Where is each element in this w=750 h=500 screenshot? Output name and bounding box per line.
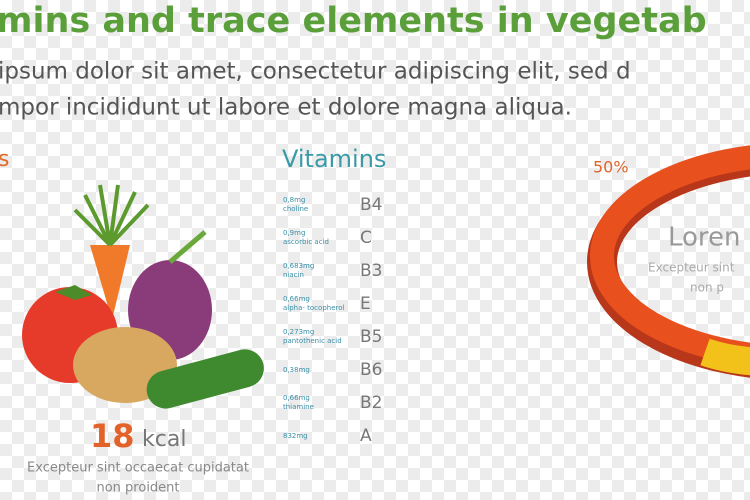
vitamin-letter: C (360, 228, 372, 248)
vitamins-heading: Vitamins (282, 145, 386, 173)
percent: 50% (593, 158, 629, 177)
subtitle: ipsum dolor sit amet, consectetur adipis… (0, 59, 631, 85)
title: mins and trace elements in vegetab (0, 1, 707, 41)
vitamin-name: ascorbic acid (283, 238, 329, 246)
vitamin-name: thiamine (283, 403, 314, 411)
vitamin-name: choline (283, 205, 308, 213)
vitamin-letter: B2 (360, 393, 382, 413)
vitamin-name: alpha- tocopherol (283, 304, 345, 312)
vitamin-letter: E (360, 294, 371, 314)
vitamin-amount: 0,273mg (283, 328, 314, 336)
vitamin-amount: 0,683mg (283, 262, 314, 270)
vitamin-letter: B5 (360, 327, 382, 347)
ring-caption: non p (690, 281, 724, 295)
vitamin-name: niacin (283, 271, 304, 279)
vitamin-letter: B6 (360, 360, 382, 380)
caption: Excepteur sint occaecat cupidatat (27, 461, 249, 476)
vitamin-amount: 0,66mg (283, 394, 310, 402)
vitamin-letter: B4 (360, 195, 382, 215)
vitamin-letter: A (360, 426, 372, 446)
vitamin-amount: 0,66mg (283, 295, 310, 303)
caption: non proident (96, 481, 179, 496)
vitamin-amount: 832mg (283, 432, 308, 440)
vitamin-name: pantothenic acid (283, 337, 342, 345)
calorie-unit: kcal (142, 427, 186, 452)
section-heading: s (0, 147, 9, 172)
vitamin-amount: 0,8mg (283, 196, 305, 204)
vitamin-letter: B3 (360, 261, 382, 281)
vitamin-amount: 0,38mg (283, 366, 310, 374)
ring-caption: Excepteur sint (648, 261, 735, 275)
subtitle: mpor incididunt ut labore et dolore magn… (0, 95, 572, 121)
ring (587, 145, 750, 378)
vegetables (22, 184, 264, 409)
calories: 18 (90, 417, 135, 455)
vitamin-amount: 0,9mg (283, 229, 305, 237)
ring-heading: Loren (668, 223, 741, 253)
